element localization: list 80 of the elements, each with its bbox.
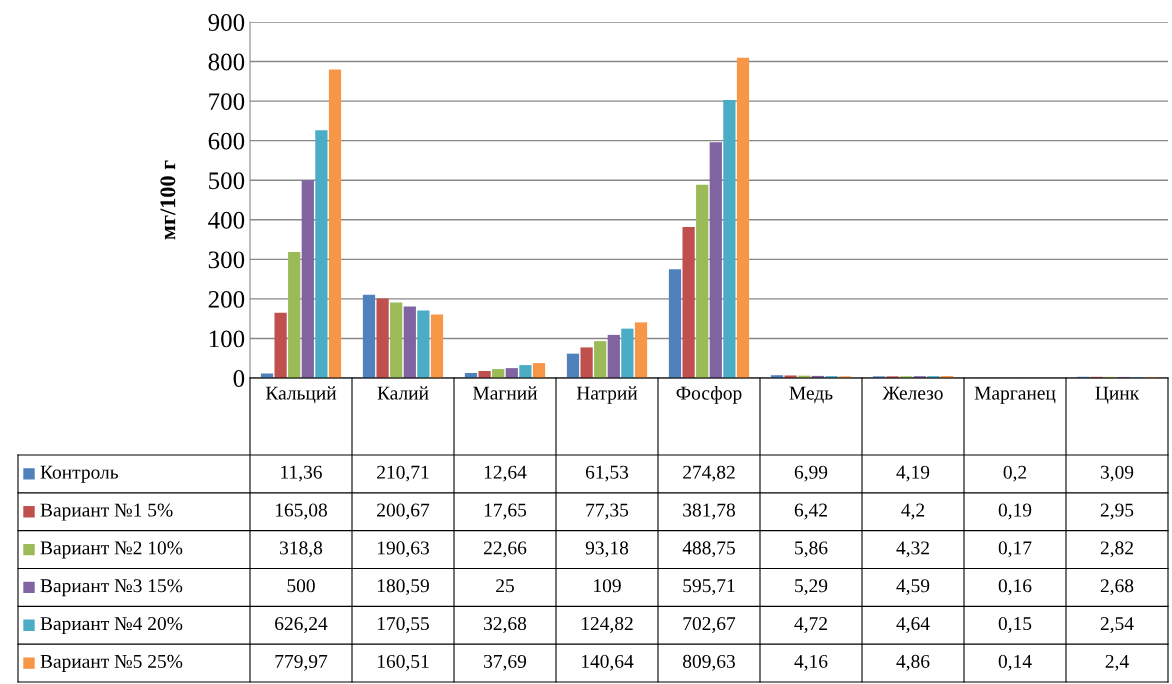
data-label: 4,19 — [896, 465, 930, 482]
data-label: 0,14 — [998, 654, 1032, 671]
data-label: 77,35 — [586, 503, 629, 520]
y-tick-label: 600 — [208, 132, 245, 150]
data-label: 200,67 — [377, 503, 430, 520]
data-label: 190,63 — [377, 541, 429, 558]
legend-label: Вариант №5 25% — [40, 654, 183, 672]
data-label: 180,59 — [377, 579, 429, 596]
legend-label: Вариант №2 10% — [40, 541, 183, 559]
x-tick-label: Марганец — [974, 386, 1056, 404]
data-label: 488,75 — [682, 541, 735, 558]
data-label: 109 — [594, 579, 621, 593]
data-label: 32,68 — [484, 617, 527, 633]
y-tick-label: 500 — [209, 172, 245, 190]
data-label: 37,69 — [484, 654, 527, 671]
legend-label: Вариант №4 20% — [40, 617, 183, 635]
x-tick-label: Натрий — [576, 386, 638, 404]
y-tick-label: 800 — [208, 53, 245, 71]
x-tick-label: Магний — [473, 386, 538, 400]
data-label: 5,86 — [795, 541, 828, 558]
data-label: 4,72 — [794, 617, 827, 633]
legend-label: Контроль — [40, 465, 119, 483]
data-label: 17,65 — [484, 503, 527, 520]
data-label: 140,64 — [581, 654, 634, 671]
y-axis-title: мг/100 г — [160, 160, 176, 240]
data-label: 2,82 — [1100, 541, 1133, 558]
data-label: 2,95 — [1100, 503, 1134, 520]
data-label: 6,99 — [794, 465, 828, 482]
data-label: 2,4 — [1105, 654, 1129, 671]
legend-label: Вариант №1 5% — [40, 503, 173, 521]
data-label: 500 — [287, 579, 315, 593]
data-label: 274,82 — [683, 465, 735, 482]
data-label: 61,53 — [585, 465, 629, 482]
data-label: 22,66 — [483, 541, 527, 558]
y-tick-label: 100 — [209, 330, 245, 348]
x-tick-label: Медь — [789, 386, 833, 404]
y-tick-label: 700 — [209, 93, 245, 111]
data-label: 124,82 — [581, 617, 633, 633]
data-label: 25 — [496, 579, 514, 593]
y-tick-label: 300 — [208, 251, 245, 269]
x-tick-label: Фосфор — [676, 386, 742, 404]
data-label: 4,2 — [901, 503, 925, 520]
data-label: 210,71 — [377, 465, 429, 482]
data-label: 4,86 — [896, 654, 930, 671]
data-label: 4,16 — [794, 654, 828, 671]
data-label: 809,63 — [683, 654, 735, 671]
x-tick-label: Кальций — [265, 386, 337, 404]
x-tick-label: Калий — [377, 386, 429, 400]
x-tick-label: Железо — [882, 386, 943, 400]
data-label: 5,29 — [795, 579, 828, 596]
data-label: 6,42 — [794, 503, 827, 520]
y-tick-label: 0 — [233, 370, 245, 387]
y-tick-label: 900 — [208, 14, 245, 31]
legend-label: Вариант №3 15% — [40, 579, 183, 597]
data-label: 170,55 — [377, 617, 429, 633]
data-label: 0,15 — [998, 617, 1032, 633]
data-label: 381,78 — [683, 503, 735, 520]
data-label: 3,09 — [1100, 465, 1134, 482]
data-label: 4,59 — [896, 579, 930, 596]
data-label: 702,67 — [683, 617, 736, 633]
data-label: 595,71 — [683, 579, 735, 596]
data-label: 11,36 — [281, 465, 322, 482]
data-label: 0,19 — [998, 503, 1032, 520]
data-label: 93,18 — [585, 541, 629, 558]
data-label: 4,32 — [896, 541, 929, 558]
x-tick-label: Цинк — [1095, 386, 1140, 404]
data-label: 626,24 — [275, 617, 328, 633]
data-label: 0,17 — [998, 541, 1032, 558]
data-label: 165,08 — [275, 503, 327, 520]
y-tick-label: 200 — [208, 290, 245, 308]
data-label: 0,16 — [998, 579, 1032, 596]
data-label: 4,64 — [896, 617, 930, 633]
data-label: 779,97 — [275, 654, 328, 671]
data-label: 2,68 — [1100, 579, 1134, 596]
data-label: 0,2 — [1003, 465, 1027, 482]
data-label: 2,54 — [1100, 617, 1134, 633]
data-label: 318,8 — [280, 541, 323, 558]
data-label: 12,64 — [484, 465, 527, 482]
y-tick-label: 400 — [208, 211, 245, 229]
data-label: 160,51 — [377, 654, 429, 671]
